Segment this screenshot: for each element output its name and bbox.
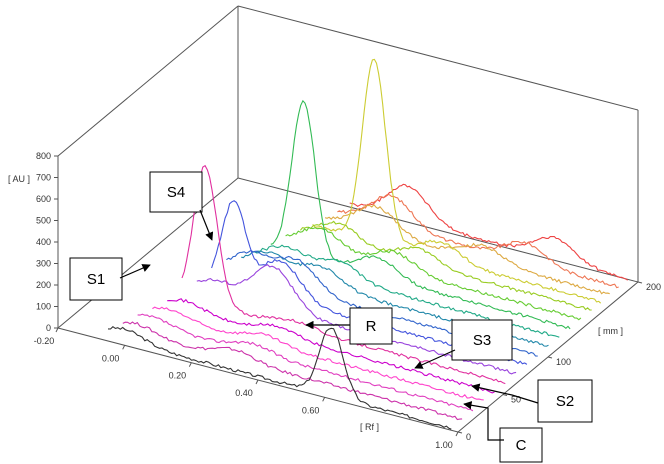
x-tick-label: -0.20 xyxy=(34,336,55,346)
callout-arrow xyxy=(463,401,504,441)
x-tick-mark xyxy=(322,397,326,402)
x-tick-label: 0.20 xyxy=(169,371,187,381)
series-line xyxy=(324,203,610,295)
y-tick-label: 200 xyxy=(36,280,51,290)
callout-box xyxy=(149,171,203,213)
z-axis-title: [ mm ] xyxy=(598,326,623,336)
x-tick-mark xyxy=(255,379,259,385)
callout-box xyxy=(69,257,123,301)
callout-box xyxy=(537,379,593,423)
callout-arrow xyxy=(414,349,456,369)
x-axis-title: [ Rf ] xyxy=(360,422,379,432)
series-line xyxy=(349,183,628,281)
y-axis-ticks: 0 100 200 300 400 500 600 700 800 xyxy=(36,151,58,333)
z-tick-label: 200 xyxy=(646,282,661,292)
series-line xyxy=(137,313,474,412)
z-tick-label: 100 xyxy=(556,357,571,367)
series-line xyxy=(270,99,571,330)
z-tick-mark xyxy=(637,281,643,284)
x-tick-label: 0.60 xyxy=(302,405,320,415)
callout-group: S1 S4 R S3 S2 C xyxy=(69,171,593,463)
series-line xyxy=(299,220,592,311)
series-line xyxy=(312,58,602,304)
z-tick-mark xyxy=(547,356,553,359)
series-line xyxy=(337,193,619,289)
x-tick-mark xyxy=(455,431,459,437)
x-tick-label: 0.40 xyxy=(235,388,253,398)
callout-arrow xyxy=(199,209,214,241)
y-tick-label: 100 xyxy=(36,302,51,312)
callout-label: R xyxy=(366,318,377,335)
z-tick-mark xyxy=(457,431,463,434)
callout-label: S2 xyxy=(556,393,574,410)
x-tick-label: 0.00 xyxy=(102,353,120,363)
z-tick-label: 50 xyxy=(511,395,521,405)
x-axis-ticks: -0.20 0.00 0.20 0.40 0.60 1.00 xyxy=(34,327,459,450)
y-tick-label: 300 xyxy=(36,259,51,269)
frame-edge xyxy=(57,5,239,157)
x-tick-mark xyxy=(55,327,59,333)
callout-label: S4 xyxy=(167,184,185,201)
y-tick-label: 400 xyxy=(36,237,51,247)
callout-box xyxy=(349,307,393,345)
y-tick-label: 500 xyxy=(36,216,51,226)
y-tick-label: 700 xyxy=(36,173,51,183)
z-tick-label: 0 xyxy=(466,432,471,442)
series-line xyxy=(152,306,484,401)
callout-arrow xyxy=(471,383,539,404)
y-tick-label: 0 xyxy=(46,323,51,333)
callout-arrow xyxy=(119,264,151,279)
y-tick-label: 600 xyxy=(36,194,51,204)
x-tick-mark xyxy=(188,362,192,367)
y-tick-label: 800 xyxy=(36,151,51,161)
callout-label: S1 xyxy=(87,271,105,288)
callout-box xyxy=(451,319,513,361)
frame-edge xyxy=(237,177,639,283)
z-axis-ticks: 0 50 100 200 xyxy=(457,281,661,442)
series-line xyxy=(181,164,506,385)
frame-edge xyxy=(237,5,639,111)
callout-label: C xyxy=(516,437,527,454)
series-line xyxy=(285,226,582,321)
callout-label: S3 xyxy=(473,332,491,349)
series-line xyxy=(167,298,495,394)
y-axis-title: [ AU ] xyxy=(8,174,30,184)
x-tick-mark xyxy=(122,345,126,350)
series-line xyxy=(122,321,463,421)
callout-box xyxy=(499,427,543,463)
z-tick-mark xyxy=(502,394,508,396)
series-line xyxy=(107,325,452,430)
frame-edge xyxy=(57,177,239,329)
x-tick-label: 1.00 xyxy=(435,440,453,450)
